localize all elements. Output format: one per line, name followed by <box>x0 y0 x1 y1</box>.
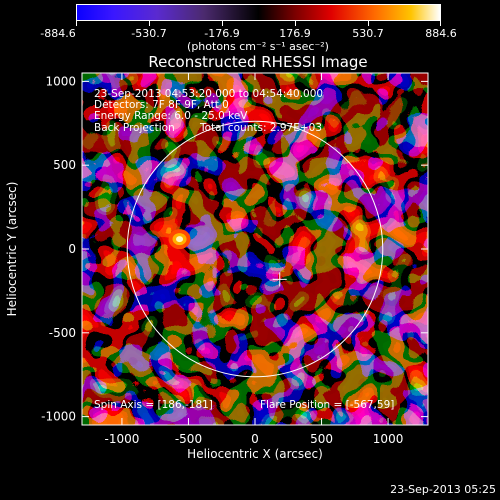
x-tick-label: 1000 <box>373 432 404 446</box>
flare-source-peak <box>176 236 184 243</box>
annotation-method: Back Projection <box>94 122 175 134</box>
colorbar-tick <box>222 21 223 26</box>
colorbar-tick-label: 176.9 <box>279 27 311 40</box>
colorbar-tick-label: -176.9 <box>204 27 240 40</box>
x-tick-label: 500 <box>310 432 333 446</box>
colorbar-tick <box>149 21 150 26</box>
colorbar-tick <box>76 21 77 26</box>
spin-axis-marker <box>272 272 287 287</box>
colorbar-tick-label: -530.7 <box>131 27 167 40</box>
solar-limb-circle <box>126 120 384 378</box>
colorbar-tick-label: 530.7 <box>352 27 384 40</box>
annotation-time-range: 23-Sep-2013 04:53:20.000 to 04:54:40.000 <box>94 88 323 100</box>
x-axis-label: Heliocentric X (arcsec) <box>187 447 323 461</box>
annotation-energy: Energy Range: 6.0 - 25.0 keV <box>94 110 248 122</box>
colorbar-units: (photons cm⁻² s⁻¹ asec⁻²) <box>187 40 329 53</box>
colorbar <box>76 4 441 21</box>
footer-timestamp: 23-Sep-2013 05:25 <box>390 483 496 496</box>
y-tick-label: 1000 <box>45 74 76 88</box>
colorbar-tick <box>440 21 441 26</box>
colorbar-tick-label: 884.6 <box>425 27 457 40</box>
heatmap-image <box>82 73 428 425</box>
colorbar-tick <box>368 21 369 26</box>
y-tick-label: -500 <box>49 326 76 340</box>
annotation-spin-axis: Spin Axis = [186,-181] <box>94 399 213 411</box>
x-tick-label: 0 <box>251 432 259 446</box>
chart-title: Reconstructed RHESSI Image <box>148 53 368 71</box>
colorbar-tick <box>295 21 296 26</box>
y-tick-label: 0 <box>68 242 76 256</box>
annotation-counts: Total counts: 2.97E+03 <box>199 122 322 134</box>
x-tick-label: -1000 <box>104 432 139 446</box>
y-axis-label: Heliocentric Y (arcsec) <box>5 182 19 317</box>
annotation-flare-position: Flare Position = [-567,59] <box>260 399 394 411</box>
x-tick-label: -500 <box>175 432 202 446</box>
colorbar-tick-label: -884.6 <box>40 27 76 40</box>
annotation-detectors: Detectors: 7F 8F 9F, Att 0 <box>94 99 229 111</box>
y-tick-label: -1000 <box>41 410 76 424</box>
y-tick-label: 500 <box>53 158 76 172</box>
